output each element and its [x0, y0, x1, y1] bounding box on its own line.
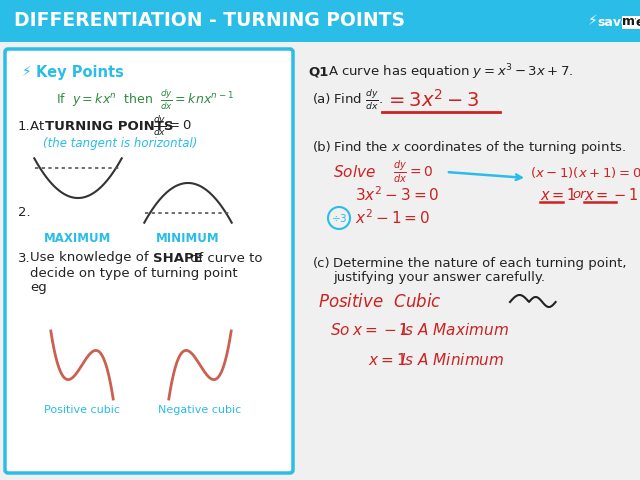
Text: DIFFERENTIATION - TURNING POINTS: DIFFERENTIATION - TURNING POINTS — [14, 12, 405, 31]
Text: (a): (a) — [313, 94, 332, 107]
Text: 3.: 3. — [18, 252, 31, 264]
Text: Use knowledge of: Use knowledge of — [30, 252, 153, 264]
Text: $\frac{dy}{dx}=0$: $\frac{dy}{dx}=0$ — [153, 114, 192, 138]
Text: MAXIMUM: MAXIMUM — [44, 231, 112, 244]
Text: Determine the nature of each turning point,: Determine the nature of each turning poi… — [333, 256, 627, 269]
Text: (c): (c) — [313, 256, 331, 269]
Text: $x^2-1=0$: $x^2-1=0$ — [355, 209, 430, 228]
Text: If  $y = kx^n$  then  $\frac{dy}{dx} = knx^{n-1}$: If $y = kx^n$ then $\frac{dy}{dx} = knx^… — [56, 88, 234, 112]
Text: $\mathit{Is\ A\ Maximum}$: $\mathit{Is\ A\ Maximum}$ — [400, 322, 509, 338]
Text: $\mathit{x = 1}$: $\mathit{x = 1}$ — [368, 352, 406, 368]
Text: $\mathit{x = -1}$: $\mathit{x = -1}$ — [352, 322, 409, 338]
Text: Key Points: Key Points — [36, 64, 124, 80]
Text: $\div3$: $\div3$ — [331, 212, 348, 224]
Text: or: or — [572, 189, 586, 202]
Text: ⚡: ⚡ — [22, 65, 32, 79]
Text: Find the $x$ coordinates of the turning points.: Find the $x$ coordinates of the turning … — [333, 140, 626, 156]
Text: SHAPE: SHAPE — [153, 252, 203, 264]
Text: my: my — [622, 15, 640, 28]
Text: ⚡: ⚡ — [588, 14, 598, 28]
Text: of curve to: of curve to — [186, 252, 262, 264]
Text: $\mathit{Positive\ \ Cubic}$: $\mathit{Positive\ \ Cubic}$ — [318, 293, 442, 311]
Text: Positive cubic: Positive cubic — [44, 405, 120, 415]
Text: $\frac{dy}{dx} = 0$: $\frac{dy}{dx} = 0$ — [393, 159, 433, 185]
Text: 1.: 1. — [18, 120, 31, 132]
Text: justifying your answer carefully.: justifying your answer carefully. — [333, 272, 545, 285]
Text: $\mathit{So}$: $\mathit{So}$ — [330, 322, 350, 338]
Text: $\mathit{Solve}$: $\mathit{Solve}$ — [333, 164, 376, 180]
Text: exams: exams — [636, 15, 640, 28]
Text: decide on type of turning point: decide on type of turning point — [30, 266, 237, 279]
Text: A curve has equation $y = x^3 - 3x + 7$.: A curve has equation $y = x^3 - 3x + 7$. — [328, 62, 573, 82]
Text: MINIMUM: MINIMUM — [156, 231, 220, 244]
Text: $x=-1$: $x=-1$ — [584, 187, 639, 203]
Text: Find $\frac{dy}{dx}$.: Find $\frac{dy}{dx}$. — [333, 88, 383, 112]
Text: $x=1$: $x=1$ — [540, 187, 577, 203]
Text: $\mathit{Is\ A\ Minimum}$: $\mathit{Is\ A\ Minimum}$ — [400, 352, 504, 368]
Text: $= 3x^2-3$: $= 3x^2-3$ — [385, 89, 480, 111]
Text: At: At — [30, 120, 49, 132]
Text: Negative cubic: Negative cubic — [158, 405, 242, 415]
Text: (b): (b) — [313, 142, 332, 155]
Text: $(x-1)(x+1)=0$: $(x-1)(x+1)=0$ — [530, 165, 640, 180]
Text: Q1: Q1 — [308, 65, 328, 79]
Text: TURNING POINTS: TURNING POINTS — [45, 120, 173, 132]
Text: eg: eg — [30, 281, 47, 295]
FancyBboxPatch shape — [0, 0, 640, 42]
Text: (the tangent is horizontal): (the tangent is horizontal) — [43, 136, 197, 149]
FancyBboxPatch shape — [5, 49, 293, 473]
Text: 2.: 2. — [18, 205, 31, 218]
Text: $3x^2-3=0$: $3x^2-3=0$ — [355, 186, 440, 204]
Text: save: save — [597, 15, 630, 28]
